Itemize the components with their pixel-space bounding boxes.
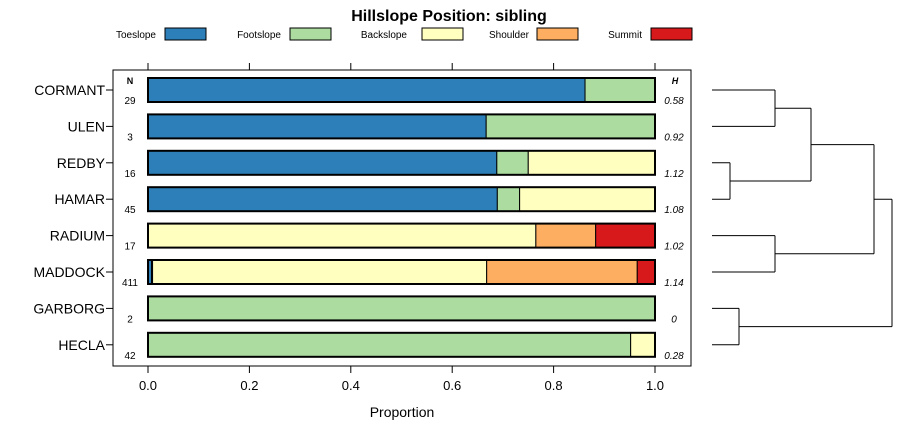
legend-swatch — [421, 27, 464, 41]
h-value: 0.58 — [664, 96, 684, 107]
n-value: 17 — [124, 242, 136, 253]
legend-label: Backslope — [361, 30, 408, 41]
bar-row: MADDOCK 411 1.14 — [33, 259, 684, 289]
h-value: 1.02 — [664, 242, 684, 253]
bar-segment — [636, 259, 656, 285]
category-label: RADIUM — [50, 228, 105, 244]
n-value: 45 — [124, 205, 136, 216]
bar-outline — [147, 149, 656, 176]
h-value: 1.14 — [664, 278, 684, 289]
n-value: 411 — [122, 278, 138, 289]
bar-segment — [496, 150, 529, 176]
bar-segment — [527, 150, 656, 176]
category-label: GARBORG — [33, 300, 105, 316]
bar-outline — [147, 113, 656, 140]
x-tick-label: 0.8 — [545, 378, 563, 393]
chart-title: Hillslope Position: sibling — [351, 8, 547, 25]
legend: Toeslope Footslope Backslope Shoulder Summit — [116, 27, 693, 41]
bar-row: ULEN 3 0.92 — [68, 113, 684, 143]
x-tick-label: 0.4 — [342, 378, 360, 393]
x-axis: 0.0 0.2 0.4 0.6 0.8 1.0 — [139, 366, 664, 393]
h-value: 1.08 — [664, 205, 684, 216]
legend-swatch — [164, 27, 207, 41]
legend-label: Footslope — [237, 30, 281, 41]
x-tick-label: 0.0 — [139, 378, 157, 393]
h-value: 0.28 — [664, 351, 684, 362]
bar-segment — [147, 186, 498, 212]
bar-segment — [147, 113, 487, 139]
bar-outline — [147, 77, 656, 103]
bar-segment — [486, 259, 638, 285]
legend-swatch — [289, 27, 332, 41]
bar-outline — [147, 186, 656, 213]
bar-segment — [147, 150, 498, 176]
bar-segment — [147, 77, 586, 103]
bar-row: HECLA 42 0.28 — [58, 331, 684, 362]
n-value: 29 — [124, 96, 136, 107]
n-value: 2 — [127, 314, 133, 325]
x-axis-label: Proportion — [370, 404, 435, 420]
h-value: 1.12 — [664, 169, 684, 180]
bar-row: REDBY 16 1.12 — [57, 149, 684, 180]
top-axis-ticks — [147, 63, 656, 70]
category-label: REDBY — [57, 155, 106, 171]
legend-label: Shoulder — [489, 30, 530, 41]
bar-rows: CORMANT 29 0.58 ULEN 3 0.92 REDBY 16 1.12 HAMAR 45… — [33, 77, 684, 362]
bar-row: GARBORG 2 0 — [33, 295, 677, 325]
n-column-header: N — [127, 76, 134, 86]
dendrogram — [712, 89, 893, 346]
n-value: 16 — [124, 169, 136, 180]
legend-label: Summit — [608, 30, 642, 41]
x-tick-label: 0.6 — [443, 378, 461, 393]
bar-segment — [147, 332, 632, 358]
h-value: 0.92 — [664, 132, 684, 143]
bar-outline — [147, 259, 656, 285]
n-value: 42 — [124, 351, 136, 362]
bar-segment — [147, 223, 537, 249]
bar-row: CORMANT 29 0.58 — [34, 77, 684, 107]
bar-segment — [496, 186, 521, 212]
category-label: HECLA — [58, 337, 105, 353]
bar-outline — [147, 295, 656, 322]
legend-swatch — [650, 27, 693, 41]
bar-segment — [584, 77, 656, 103]
bar-segment — [595, 223, 656, 249]
bar-segment — [535, 223, 597, 249]
bar-segment — [147, 295, 656, 321]
legend-swatch — [536, 27, 579, 41]
category-label: ULEN — [68, 118, 105, 134]
n-value: 3 — [127, 132, 133, 143]
legend-label: Toeslope — [116, 30, 156, 41]
bar-outline — [147, 222, 656, 249]
plot-panel — [112, 69, 692, 367]
category-label: CORMANT — [34, 82, 105, 98]
h-column-header: H — [672, 76, 679, 86]
h-value: 0 — [671, 314, 677, 325]
bar-segment — [485, 113, 656, 139]
bar-row: HAMAR 45 1.08 — [54, 186, 684, 216]
x-tick-label: 1.0 — [646, 378, 664, 393]
bar-segment — [519, 186, 656, 212]
category-label: HAMAR — [54, 191, 105, 207]
bar-row: RADIUM 17 1.02 — [50, 222, 684, 253]
x-tick-label: 0.2 — [240, 378, 258, 393]
category-label: MADDOCK — [33, 264, 105, 280]
bar-outline — [147, 331, 656, 358]
bar-segment — [630, 332, 656, 358]
bar-segment — [152, 259, 488, 285]
